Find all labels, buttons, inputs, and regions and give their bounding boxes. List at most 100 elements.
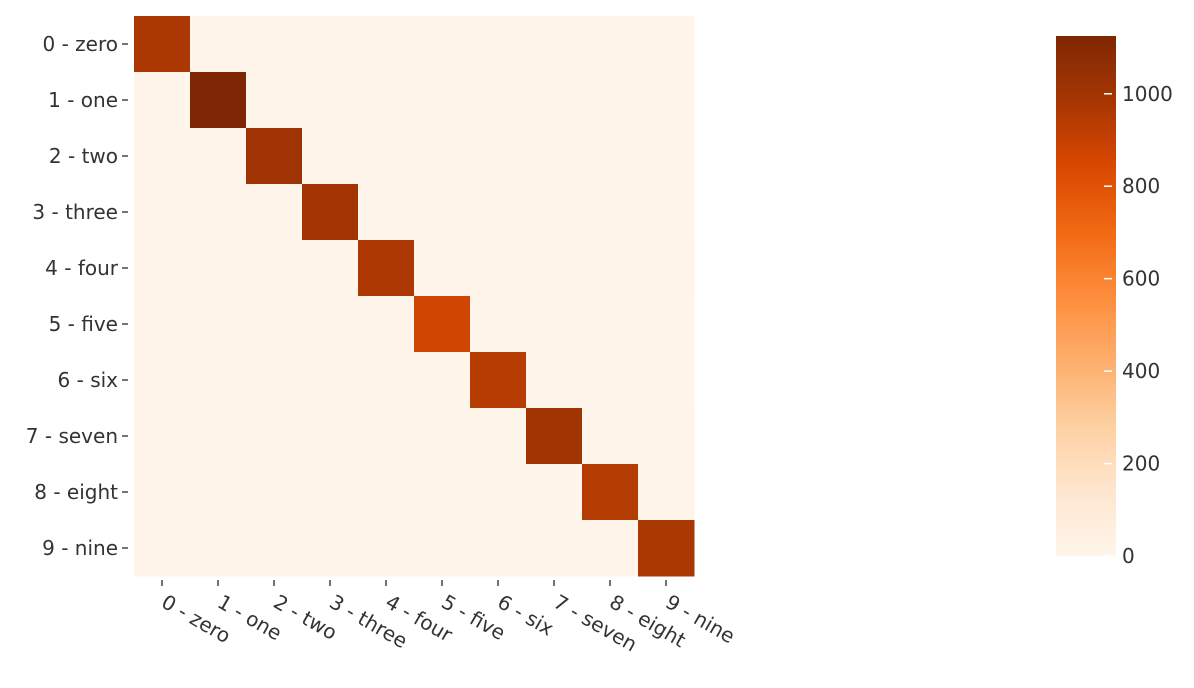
y-tick-label: 4 - four <box>45 256 119 280</box>
heatmap-cell-r9-c8 <box>582 520 639 577</box>
heatmap-cell-r1-c8 <box>582 72 639 129</box>
heatmap-cell-r1-c7 <box>526 72 583 129</box>
heatmap-cell-r6-c5 <box>414 352 471 409</box>
heatmap-cell-r0-c6 <box>470 16 527 73</box>
colorbar-tick-label: 600 <box>1122 267 1160 291</box>
colorbar-tick-label: 0 <box>1122 544 1135 568</box>
heatmap-cell-r2-c1 <box>190 128 247 185</box>
heatmap-cell-r0-c8 <box>582 16 639 73</box>
heatmap-cell-r5-c0 <box>134 296 191 353</box>
heatmap-cell-r9-c9 <box>638 520 695 577</box>
heatmap-cell-r2-c6 <box>470 128 527 185</box>
y-tick-label: 3 - three <box>32 200 118 224</box>
heatmap-cell-r8-c5 <box>414 464 471 521</box>
heatmap-cell-r5-c8 <box>582 296 639 353</box>
heatmap-cell-r1-c1 <box>190 72 247 129</box>
heatmap-cell-r1-c4 <box>358 72 415 129</box>
heatmap-cell-r9-c3 <box>302 520 359 577</box>
colorbar-tick-label: 800 <box>1122 174 1160 198</box>
heatmap-cell-r0-c3 <box>302 16 359 73</box>
heatmap-cell-r4-c8 <box>582 240 639 297</box>
colorbar-tick-label: 400 <box>1122 359 1160 383</box>
heatmap-cell-r7-c4 <box>358 408 415 465</box>
heatmap-cell-r6-c9 <box>638 352 695 409</box>
colorbar-gradient <box>1056 36 1116 556</box>
heatmap-cell-r3-c7 <box>526 184 583 241</box>
heatmap-cell-r4-c9 <box>638 240 695 297</box>
heatmap-cell-r1-c6 <box>470 72 527 129</box>
heatmap-cell-r5-c9 <box>638 296 695 353</box>
heatmap-cell-r7-c5 <box>414 408 471 465</box>
heatmap-cell-r0-c2 <box>246 16 303 73</box>
heatmap-cell-r2-c8 <box>582 128 639 185</box>
heatmap-cell-r8-c8 <box>582 464 639 521</box>
y-tick-label: 2 - two <box>49 144 118 168</box>
heatmap-cell-r4-c7 <box>526 240 583 297</box>
heatmap-cell-r2-c3 <box>302 128 359 185</box>
x-tick-label: 2 - two <box>270 590 342 645</box>
heatmap-cell-r5-c6 <box>470 296 527 353</box>
heatmap-cell-r3-c1 <box>190 184 247 241</box>
heatmap-cell-r3-c9 <box>638 184 695 241</box>
colorbar-tick-label: 1000 <box>1122 82 1173 106</box>
heatmap-cell-r8-c7 <box>526 464 583 521</box>
heatmap-cell-r8-c4 <box>358 464 415 521</box>
heatmap-cell-r4-c2 <box>246 240 303 297</box>
heatmap-cell-r1-c0 <box>134 72 191 129</box>
heatmap-cell-r2-c0 <box>134 128 191 185</box>
heatmap-cell-r7-c7 <box>526 408 583 465</box>
colorbar: 0 200 400 600 800 1000 <box>1056 36 1173 568</box>
y-tick-label: 9 - nine <box>42 536 118 560</box>
heatmap-cell-r3-c6 <box>470 184 527 241</box>
heatmap-cell-r3-c2 <box>246 184 303 241</box>
heatmap-cell-r2-c5 <box>414 128 471 185</box>
heatmap-cell-r4-c6 <box>470 240 527 297</box>
y-axis: 0 - zero 1 - one 2 - two 3 - three 4 - four 5… <box>26 32 128 560</box>
heatmap-cell-r1-c3 <box>302 72 359 129</box>
heatmap-cell-r8-c6 <box>470 464 527 521</box>
heatmap-cell-r6-c2 <box>246 352 303 409</box>
heatmap-cell-r5-c2 <box>246 296 303 353</box>
heatmap-cell-r9-c6 <box>470 520 527 577</box>
heatmap-cell-r7-c3 <box>302 408 359 465</box>
heatmap-cell-r6-c4 <box>358 352 415 409</box>
heatmap-cell-r6-c8 <box>582 352 639 409</box>
heatmap-cell-r6-c0 <box>134 352 191 409</box>
heatmap-cell-r3-c5 <box>414 184 471 241</box>
heatmap-cell-r6-c3 <box>302 352 359 409</box>
heatmap-cell-r8-c9 <box>638 464 695 521</box>
heatmap-cell-r7-c8 <box>582 408 639 465</box>
heatmap-cell-r2-c4 <box>358 128 415 185</box>
heatmap-cell-r0-c0 <box>134 16 191 73</box>
heatmap-cell-r5-c4 <box>358 296 415 353</box>
heatmap-cell-r7-c6 <box>470 408 527 465</box>
heatmap-cell-r2-c7 <box>526 128 583 185</box>
y-tick-label: 5 - five <box>49 312 118 336</box>
heatmap-cell-r3-c4 <box>358 184 415 241</box>
heatmap-cell-r1-c2 <box>246 72 303 129</box>
heatmap-cell-r5-c3 <box>302 296 359 353</box>
heatmap-cell-r8-c2 <box>246 464 303 521</box>
heatmap-cell-r6-c7 <box>526 352 583 409</box>
heatmap-cell-r1-c5 <box>414 72 471 129</box>
heatmap-cell-r3-c3 <box>302 184 359 241</box>
heatmap-cell-r9-c2 <box>246 520 303 577</box>
heatmap-cell-r1-c9 <box>638 72 695 129</box>
heatmap-cell-r6-c1 <box>190 352 247 409</box>
heatmap-cell-r9-c1 <box>190 520 247 577</box>
heatmap-cell-r7-c1 <box>190 408 247 465</box>
heatmap-cell-r6-c6 <box>470 352 527 409</box>
y-tick-label: 1 - one <box>48 88 118 112</box>
y-tick-label: 8 - eight <box>34 480 118 504</box>
heatmap-cell-r9-c4 <box>358 520 415 577</box>
heatmap-cell-r5-c7 <box>526 296 583 353</box>
heatmap-cell-r0-c7 <box>526 16 583 73</box>
y-tick-label: 6 - six <box>58 368 119 392</box>
heatmap-cell-r9-c7 <box>526 520 583 577</box>
heatmap-cell-r7-c2 <box>246 408 303 465</box>
heatmap-cell-r4-c3 <box>302 240 359 297</box>
heatmap-cell-r5-c5 <box>414 296 471 353</box>
heatmap-cell-r8-c1 <box>190 464 247 521</box>
